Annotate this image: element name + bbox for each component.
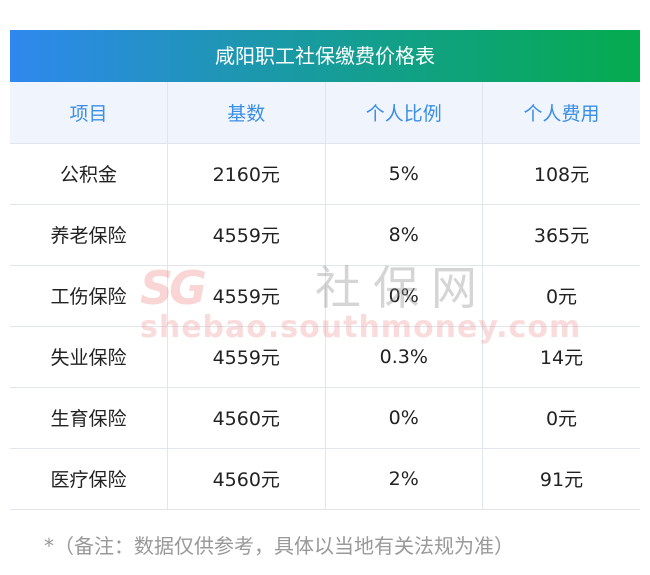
table-cell: 4559元 xyxy=(167,264,326,327)
table-cell: 14元 xyxy=(482,325,640,388)
table-cell: 0% xyxy=(324,386,483,449)
price-table: 项目 基数 个人比例 个人费用 公积金 2160元 5% 108元 养老保险 4559元 8… xyxy=(10,82,640,510)
column-header: 个人费用 xyxy=(482,82,640,144)
table-cell: 365元 xyxy=(482,203,640,266)
table-cell: 108元 xyxy=(482,142,640,205)
table-cell: 91元 xyxy=(482,447,640,510)
table-cell: 4559元 xyxy=(167,203,326,266)
table-cell: 4559元 xyxy=(167,325,326,388)
table-cell: 生育保险 xyxy=(10,386,168,449)
table-cell: 0元 xyxy=(482,264,640,327)
table-cell: 失业保险 xyxy=(10,325,168,388)
table-cell: 2160元 xyxy=(167,142,326,205)
table-row: 公积金 2160元 5% 108元 xyxy=(10,142,640,205)
table-cell: 养老保险 xyxy=(10,203,168,266)
column-header: 项目 xyxy=(10,82,168,144)
table-cell: 公积金 xyxy=(10,142,168,205)
table-cell: 工伤保险 xyxy=(10,264,168,327)
table-cell: 5% xyxy=(324,142,483,205)
table-cell: 0% xyxy=(324,264,483,327)
table-cell: 4560元 xyxy=(167,447,326,510)
table-row: 工伤保险 4559元 0% 0元 xyxy=(10,264,640,327)
table-row: 失业保险 4559元 0.3% 14元 xyxy=(10,325,640,388)
table-cell: 0元 xyxy=(482,386,640,449)
table-cell: 4560元 xyxy=(167,386,326,449)
table-cell: 8% xyxy=(324,203,483,266)
header-row: 项目 基数 个人比例 个人费用 xyxy=(10,82,640,144)
footnote: *（备注：数据仅供参考，具体以当地有关法规为准） xyxy=(44,534,514,558)
price-table-container: 咸阳职工社保缴费价格表 项目 基数 个人比例 个人费用 公积金 2160元 5% 10… xyxy=(10,30,640,510)
table-cell: 0.3% xyxy=(324,325,483,388)
table-row: 医疗保险 4560元 2% 91元 xyxy=(10,447,640,510)
table-cell: 医疗保险 xyxy=(10,447,168,510)
table-title: 咸阳职工社保缴费价格表 xyxy=(10,30,640,82)
table-row: 生育保险 4560元 0% 0元 xyxy=(10,386,640,449)
table-cell: 2% xyxy=(324,447,483,510)
table-row: 养老保险 4559元 8% 365元 xyxy=(10,203,640,266)
column-header: 个人比例 xyxy=(324,82,483,144)
column-header: 基数 xyxy=(167,82,326,144)
